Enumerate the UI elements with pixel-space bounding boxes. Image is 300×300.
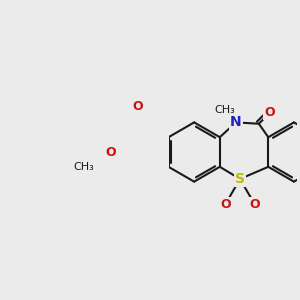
Text: O: O (264, 106, 275, 119)
Text: CH₃: CH₃ (214, 105, 235, 115)
Text: CH₃: CH₃ (73, 162, 94, 172)
Text: O: O (132, 100, 143, 113)
Text: S: S (235, 172, 245, 186)
Text: O: O (106, 146, 116, 158)
Text: N: N (230, 116, 242, 129)
Text: O: O (250, 198, 260, 211)
Text: O: O (220, 198, 230, 211)
